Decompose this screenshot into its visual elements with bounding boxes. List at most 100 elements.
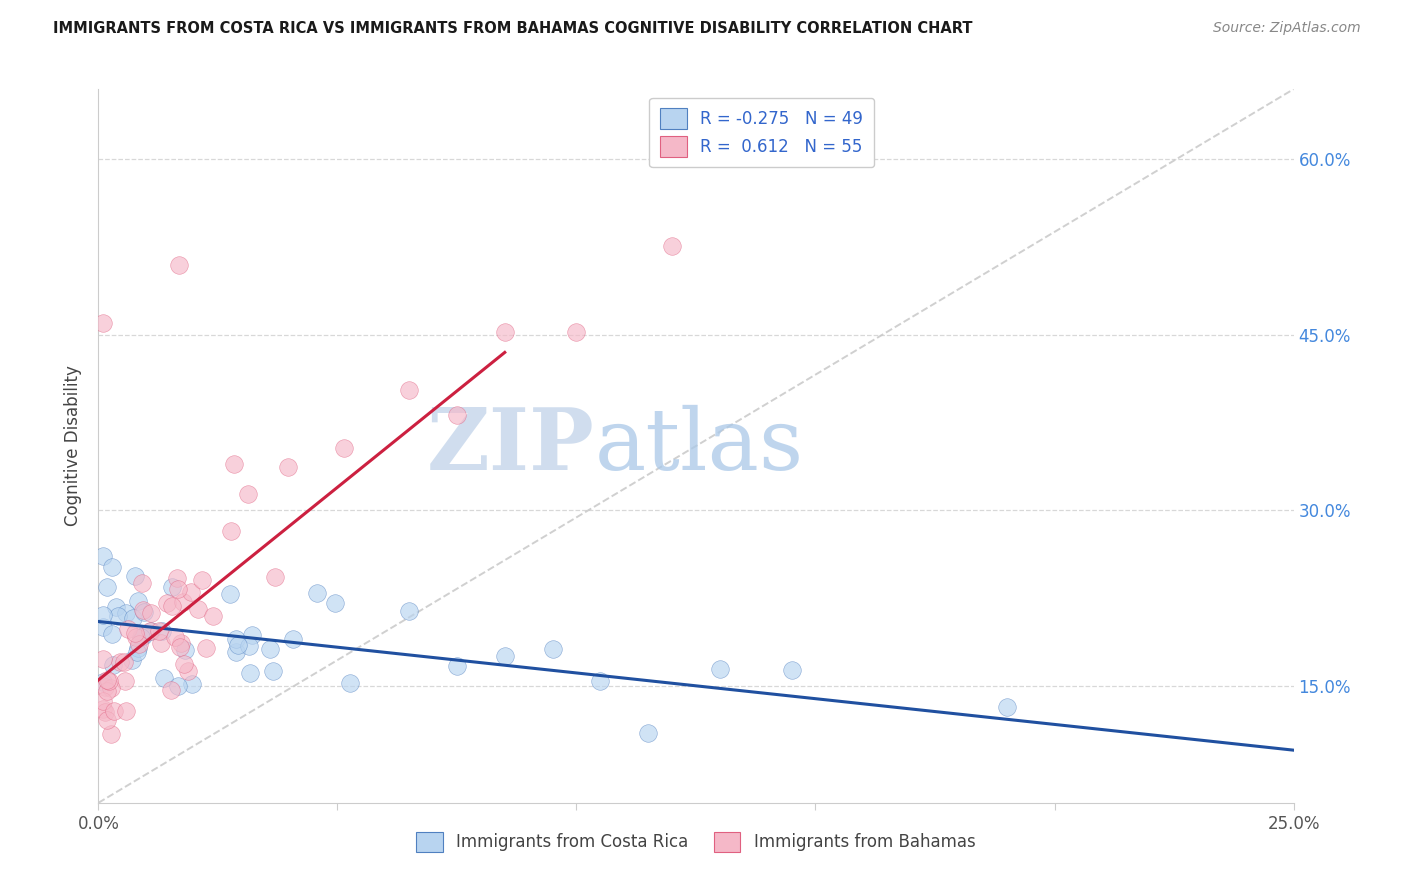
Point [166, 582, 188, 597]
Point [152, 672, 174, 686]
Point [236, 487, 259, 501]
Point [132, 603, 155, 617]
Point [91, 316, 114, 330]
Point [709, 662, 731, 676]
Point [160, 599, 183, 614]
Point [325, 596, 347, 610]
Point [283, 632, 305, 647]
Point [187, 602, 209, 616]
Point [494, 325, 516, 339]
Point [129, 630, 152, 644]
Point [124, 626, 146, 640]
Point [94, 681, 117, 695]
Point [91, 675, 114, 690]
Point [277, 459, 299, 474]
Point [541, 641, 564, 656]
Point [167, 679, 190, 693]
Point [160, 580, 183, 594]
Point [225, 632, 247, 646]
Point [101, 560, 124, 574]
Text: IMMIGRANTS FROM COSTA RICA VS IMMIGRANTS FROM BAHAMAS COGNITIVE DISABILITY CORRE: IMMIGRANTS FROM COSTA RICA VS IMMIGRANTS… [53, 21, 973, 37]
Point [97, 674, 120, 689]
Point [333, 441, 356, 455]
Point [264, 570, 287, 584]
Point [117, 622, 139, 636]
Point [103, 658, 125, 673]
Point [132, 629, 155, 643]
Point [262, 664, 284, 678]
Point [238, 640, 260, 654]
Point [91, 694, 114, 708]
Point [166, 571, 188, 585]
Point [131, 576, 153, 591]
Text: Source: ZipAtlas.com: Source: ZipAtlas.com [1213, 21, 1361, 36]
Point [172, 595, 194, 609]
Point [149, 636, 172, 650]
Point [565, 325, 588, 339]
Point [156, 595, 179, 609]
Point [307, 586, 329, 600]
Point [100, 681, 122, 695]
Point [91, 549, 114, 564]
Point [219, 524, 242, 538]
Point [121, 653, 143, 667]
Point [446, 409, 468, 423]
Point [127, 594, 149, 608]
Y-axis label: Cognitive Disability: Cognitive Disability [63, 366, 82, 526]
Point [100, 727, 122, 741]
Point [173, 657, 195, 671]
Point [661, 239, 683, 253]
Point [180, 585, 202, 599]
Point [125, 630, 148, 644]
Point [169, 640, 191, 654]
Point [637, 725, 659, 739]
Point [122, 611, 145, 625]
Point [259, 642, 281, 657]
Text: atlas: atlas [595, 404, 803, 488]
Point [124, 568, 146, 582]
Point [100, 627, 122, 641]
Point [115, 705, 138, 719]
Point [176, 664, 198, 678]
Point [114, 655, 136, 669]
Point [96, 581, 118, 595]
Point [224, 457, 246, 471]
Point [339, 676, 361, 690]
Point [240, 628, 263, 642]
Point [180, 677, 202, 691]
Point [96, 673, 118, 687]
Point [108, 655, 131, 669]
Point [194, 641, 217, 656]
Point [114, 674, 136, 689]
Point [91, 652, 114, 666]
Point [174, 643, 197, 657]
Point [780, 663, 803, 677]
Point [132, 605, 155, 619]
Legend: Immigrants from Costa Rica, Immigrants from Bahamas: Immigrants from Costa Rica, Immigrants f… [409, 825, 983, 859]
Point [105, 599, 128, 614]
Point [398, 384, 420, 398]
Point [139, 624, 162, 638]
Point [589, 674, 612, 689]
Point [115, 606, 138, 620]
Point [96, 684, 118, 698]
Point [225, 645, 247, 659]
Point [150, 624, 173, 639]
Point [191, 573, 214, 587]
Point [91, 607, 114, 622]
Point [128, 637, 150, 651]
Point [103, 704, 125, 718]
Text: ZIP: ZIP [426, 404, 595, 488]
Point [494, 648, 516, 663]
Point [167, 258, 190, 272]
Point [139, 607, 162, 621]
Point [139, 624, 162, 639]
Point [202, 609, 225, 624]
Point [218, 586, 240, 600]
Point [96, 713, 118, 727]
Point [107, 608, 129, 623]
Point [127, 640, 149, 655]
Point [94, 706, 117, 720]
Point [226, 638, 249, 652]
Point [995, 700, 1018, 714]
